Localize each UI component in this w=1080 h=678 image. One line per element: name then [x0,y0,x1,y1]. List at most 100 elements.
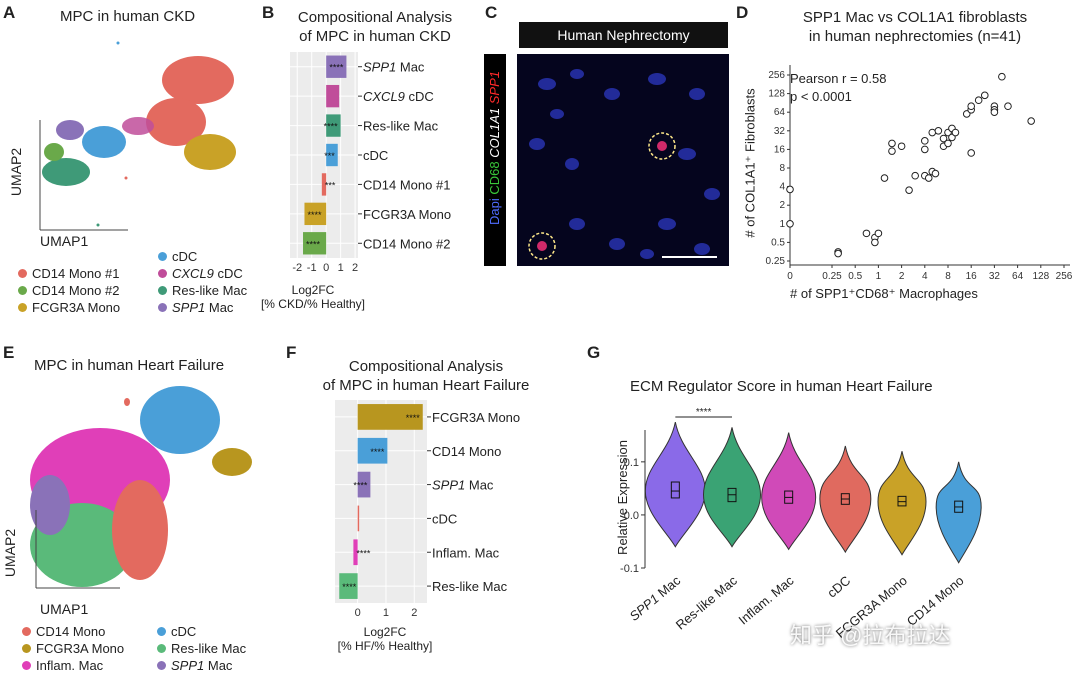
y-tick-label: 4 [779,182,785,193]
cell-outline-1 [648,132,676,160]
panel-c-microscopy [517,54,729,266]
legend-dot [157,644,166,653]
panel-e-title: MPC in human Heart Failure [34,357,225,374]
x-tick-label-inflam-mac: Inflam. Mac [735,572,796,627]
x-tick-label: 0.5 [848,271,862,282]
legend-label: Res-like Mac [172,283,248,298]
category-label-fcgr3a-mono: FCGR3A Mono [432,410,520,425]
y-tick-label: 256 [768,70,785,81]
panel-b-title-line2: of MPC in human CKD [299,28,451,45]
sig-label: **** [306,239,321,249]
legend-item-cd14-mono-1: CD14 Mono #1 [18,266,119,281]
bar-fcgr3a-mono [304,202,327,226]
legend-dot [22,661,31,670]
legend-dot [18,269,27,278]
bar-cd14-mono-1 [321,173,327,196]
y-tick-label: -0.1 [620,563,639,575]
panel-f-title-line1: Compositional Analysis [348,358,504,375]
scatter-point [911,171,919,180]
panel-c-banner: Human Nephrectomy [519,22,728,48]
scatter-point [786,220,794,228]
y-tick-label: 2 [779,200,785,211]
legend-dot [157,661,166,670]
y-tick-label: 0.5 [771,237,785,248]
scatter-point [974,96,983,105]
x-tick-label: 16 [966,271,978,282]
category-label-res-like-mac: Res-like Mac [432,579,508,594]
violin-res-like-mac [702,427,762,548]
legend-item-cdc: cDC [158,249,197,264]
panel-e-letter: E [3,343,15,362]
category-label-cdc: cDC [432,511,457,526]
pearson-r: Pearson r = 0.58 [790,71,887,86]
sig-label: *** [325,180,336,190]
x-tick-label: 0 [323,262,329,274]
panel-f-title: Compositional Analysis of MPC in human H… [290,357,562,395]
y-tick-label: 0.1 [624,457,639,469]
x-tick-label: 256 [1056,271,1073,282]
legend-dot [158,286,167,295]
legend-label: CD14 Mono [36,624,106,639]
legend-item-spp1-mac: SPP1 Mac [157,658,232,673]
chart-d: 0 0.25 0.5 1 2 4 8 16 32 64 128 2560.250.5124816326… [766,65,1073,282]
bar-fcgr3a-mono [357,404,423,430]
panel-f-xlabel-line1: Log2FC [363,625,407,639]
legend-label: FCGR3A Mono [36,641,125,656]
panel-b-xlabel-line1: Log2FC [291,283,335,297]
watermark: 知乎 @拉布拉达 [790,623,951,648]
x-tick-label: 128 [1032,271,1049,282]
x-tick-label-res-like-mac: Res-like Mac [673,572,741,632]
scatter-point [951,128,960,137]
panel-f-title-line2: of MPC in human Heart Failure [322,377,530,394]
bar-res-like-mac [326,114,341,137]
category-label-spp1-mac: SPP1 Mac [363,60,425,75]
category-label-inflam-mac: Inflam. Mac [432,545,500,560]
sig-label: **** [307,210,322,220]
scatter-point [921,137,929,145]
panel-g-letter: G [587,343,601,362]
scatter-point [934,127,943,135]
panel-b-title-line1: Compositional Analysis [297,9,453,26]
legend-dot [22,644,31,653]
panel-d-title-line2: in human nephrectomies (n=41) [808,28,1022,45]
x-tick-label: -1 [307,262,317,274]
scatter-point [897,142,906,151]
panel-a-xlabel: UMAP1 [40,233,89,249]
panel-c-channel-strip [484,54,506,266]
panel-c-channels: Dapi CD68 COL1A1 SPP1 [484,42,506,254]
spp1-signal-2 [537,241,547,251]
x-tick-label: 8 [945,271,951,282]
legend-item-fcgr3a-mono: FCGR3A Mono [22,641,124,656]
panel-b-title: Compositional Analysis of MPC in human C… [270,8,480,46]
scatter-point [980,91,989,100]
violin-spp1-mac [644,421,706,548]
x-tick-label: 1 [383,607,389,619]
scatter-point [786,185,794,194]
category-label-cdc: cDC [363,148,388,163]
panel-b-xlabel: Log2FC [% CKD/% Healthy] [258,283,368,311]
scatter-point [921,145,929,154]
x-tick-label: 4 [922,271,928,282]
panel-e-legend: CD14 Mono FCGR3A Mono Inflam. Mac cDC Res-li… [22,624,272,678]
x-tick-label: 32 [989,271,1001,282]
legend-dot [158,269,167,278]
legend-label: FCGR3A Mono [32,300,121,315]
scatter-point [888,139,896,148]
y-tick-label: 8 [779,163,785,174]
scatter-point [862,229,871,238]
scatter-point [880,174,889,182]
bar-cdc [357,505,360,532]
panel-f-letter: F [286,343,297,362]
category-label-cd14-mono-1: CD14 Mono #1 [363,177,450,192]
scatter-point [967,149,975,157]
bar-spp1-mac [357,471,371,498]
scatter-point [928,128,937,137]
bar-cxcl9-cdc [326,84,340,108]
bar-res-like-mac [339,573,358,599]
chart-f: 0 1 2 **** FCGR3A Mono **** CD14 Mono **** SPP1 … [335,400,520,619]
scatter-point [924,174,933,182]
category-label-fcgr3a-mono: FCGR3A Mono [363,207,451,222]
legend-label: cDC [171,624,197,639]
legend-label: CD14 Mono #2 [32,283,120,298]
